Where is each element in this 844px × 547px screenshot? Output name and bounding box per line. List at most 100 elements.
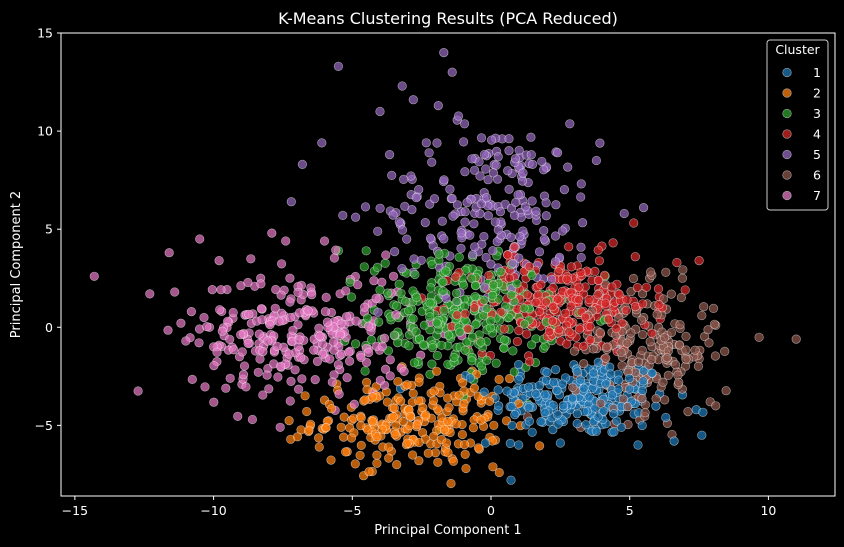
data-point-cluster-4	[593, 245, 603, 255]
data-point-cluster-4	[536, 279, 546, 290]
data-point-cluster-6	[659, 333, 670, 343]
data-point-cluster-7	[244, 309, 254, 320]
data-point-cluster-6	[675, 320, 685, 330]
data-point-cluster-6	[676, 292, 687, 303]
data-point-cluster-7	[187, 374, 197, 385]
data-point-cluster-5	[550, 257, 561, 267]
data-point-cluster-5	[486, 259, 496, 269]
data-point-cluster-4	[653, 284, 664, 294]
data-point-cluster-4	[584, 294, 594, 305]
x-tick-label: 0	[487, 503, 495, 518]
data-point-cluster-3	[394, 279, 404, 289]
data-point-cluster-2	[372, 450, 382, 460]
data-point-cluster-5	[479, 231, 489, 242]
data-point-cluster-5	[552, 148, 563, 158]
data-point-cluster-4	[593, 275, 604, 285]
data-point-cluster-7	[349, 399, 359, 409]
data-point-cluster-7	[194, 338, 204, 348]
data-point-cluster-5	[439, 47, 449, 58]
data-point-cluster-2	[488, 462, 498, 472]
data-point-cluster-1	[555, 438, 566, 448]
data-point-cluster-7	[333, 360, 344, 370]
data-point-cluster-4	[503, 250, 513, 260]
data-point-cluster-1	[548, 425, 558, 435]
data-point-cluster-7	[256, 279, 266, 289]
data-point-cluster-5	[538, 165, 549, 175]
x-tick-label: −10	[200, 503, 226, 518]
data-point-cluster-1	[510, 410, 520, 420]
data-point-cluster-4	[593, 290, 603, 300]
data-point-cluster-1	[514, 375, 524, 385]
data-point-cluster-5	[373, 226, 383, 236]
data-point-cluster-7	[325, 354, 335, 364]
data-point-cluster-4	[469, 303, 480, 313]
data-point-cluster-7	[133, 386, 143, 396]
data-point-cluster-5	[317, 138, 327, 148]
data-point-cluster-4	[614, 289, 624, 299]
data-point-cluster-6	[678, 265, 688, 275]
data-point-cluster-3	[506, 290, 517, 300]
data-point-cluster-7	[195, 234, 205, 244]
data-point-cluster-5	[487, 135, 497, 145]
data-point-cluster-5	[527, 196, 537, 206]
data-point-cluster-6	[708, 303, 719, 314]
data-point-cluster-4	[547, 316, 558, 326]
legend-marker	[782, 149, 792, 160]
data-point-cluster-5	[476, 133, 487, 143]
data-point-cluster-4	[553, 267, 564, 277]
legend-entry-7: 7	[782, 188, 821, 203]
data-point-cluster-5	[360, 202, 371, 212]
data-point-cluster-3	[527, 270, 537, 281]
data-point-cluster-7	[375, 375, 385, 386]
legend-marker	[782, 88, 792, 98]
data-point-cluster-4	[544, 327, 555, 337]
data-point-cluster-5	[465, 230, 475, 240]
data-point-cluster-7	[327, 377, 337, 387]
data-point-cluster-5	[480, 282, 490, 292]
data-point-cluster-5	[539, 234, 549, 244]
data-point-cluster-6	[628, 273, 639, 284]
data-point-cluster-3	[434, 249, 444, 259]
data-point-cluster-1	[480, 438, 491, 448]
data-point-cluster-1	[557, 379, 568, 389]
data-point-cluster-5	[526, 132, 536, 142]
data-point-cluster-7	[341, 286, 351, 296]
data-point-cluster-7	[277, 259, 287, 269]
data-point-cluster-4	[566, 262, 576, 272]
data-point-cluster-2	[355, 450, 365, 461]
data-point-cluster-4	[672, 257, 682, 268]
data-point-cluster-5	[576, 179, 586, 189]
data-point-cluster-5	[388, 210, 398, 220]
data-point-cluster-6	[754, 332, 764, 342]
data-point-cluster-5	[550, 231, 561, 241]
data-point-cluster-2	[402, 380, 412, 390]
data-point-cluster-2	[421, 410, 431, 420]
data-point-cluster-2	[392, 460, 402, 470]
data-point-cluster-5	[504, 134, 514, 144]
data-point-cluster-7	[344, 347, 354, 357]
data-point-cluster-2	[391, 420, 401, 430]
data-point-cluster-5	[397, 81, 407, 91]
data-point-cluster-5	[375, 106, 385, 117]
data-point-cluster-5	[503, 166, 513, 176]
legend-marker	[782, 170, 792, 180]
data-point-cluster-2	[414, 456, 424, 466]
data-point-cluster-7	[335, 330, 345, 340]
data-point-cluster-6	[645, 337, 655, 347]
data-point-cluster-1	[607, 390, 618, 400]
data-point-cluster-7	[286, 376, 296, 387]
data-point-cluster-7	[293, 287, 303, 298]
data-point-cluster-4	[694, 256, 704, 266]
data-point-cluster-1	[647, 368, 657, 378]
data-point-cluster-3	[404, 341, 414, 351]
data-point-cluster-7	[243, 338, 253, 349]
data-point-cluster-5	[541, 198, 551, 208]
data-point-cluster-5	[424, 148, 434, 158]
data-point-cluster-6	[693, 361, 704, 371]
data-point-cluster-1	[609, 427, 619, 437]
data-point-cluster-7	[329, 345, 339, 355]
data-point-cluster-5	[385, 150, 395, 160]
data-point-cluster-6	[710, 351, 721, 361]
data-point-cluster-3	[487, 290, 498, 301]
